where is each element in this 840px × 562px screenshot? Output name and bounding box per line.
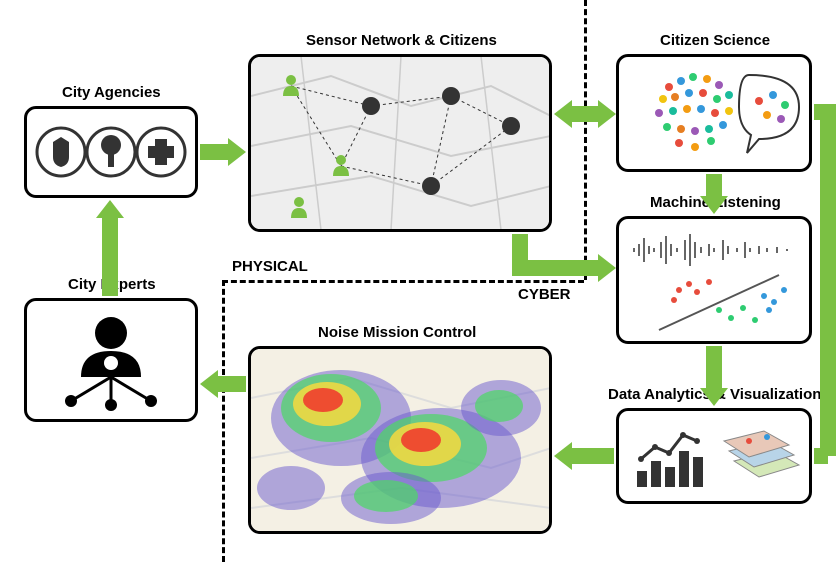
box-city-agencies bbox=[24, 106, 198, 198]
arrow-experts-to-agencies-head bbox=[96, 200, 124, 218]
arrow-sensor-to-ml-head bbox=[598, 254, 616, 282]
arrow-ml-to-analytics bbox=[706, 346, 722, 390]
arrow-noise-to-experts bbox=[216, 376, 246, 392]
box-data-analytics bbox=[616, 408, 812, 504]
label-cyber: CYBER bbox=[518, 286, 571, 303]
arrow-agencies-to-sensor bbox=[200, 144, 230, 160]
arrow-noise-to-experts-head bbox=[200, 370, 218, 398]
divider-vertical-top bbox=[584, 0, 587, 280]
data-analytics-graphic bbox=[619, 411, 809, 501]
box-sensor-network bbox=[248, 54, 552, 232]
box-machine-listening bbox=[616, 216, 812, 344]
arrow-citizen-to-analytics-v bbox=[820, 104, 836, 456]
box-citizen-science bbox=[616, 54, 812, 172]
city-agencies-icons bbox=[31, 117, 191, 187]
label-physical: PHYSICAL bbox=[232, 258, 308, 275]
city-experts-icon bbox=[51, 305, 171, 415]
citizen-science-graphic bbox=[619, 57, 809, 169]
arrow-sensor-to-ml-h bbox=[512, 260, 600, 276]
label-noise-mission: Noise Mission Control bbox=[318, 324, 476, 341]
divider-vertical-bottom bbox=[222, 280, 225, 562]
sensor-network-map bbox=[251, 56, 549, 230]
arrow-citizen-to-ml-head bbox=[700, 196, 728, 214]
arrow-citizen-to-analytics-h2 bbox=[814, 448, 828, 464]
arrow-experts-to-agencies bbox=[102, 216, 118, 296]
noise-heatmap bbox=[251, 348, 549, 532]
box-noise-mission bbox=[248, 346, 552, 534]
arrow-sensor-citizen-right-head bbox=[598, 100, 616, 128]
arrow-ml-to-analytics-head bbox=[700, 388, 728, 406]
label-city-agencies: City Agencies bbox=[62, 84, 161, 101]
arrow-citizen-to-ml bbox=[706, 174, 722, 198]
arrow-analytics-to-noise bbox=[570, 448, 614, 464]
box-city-experts bbox=[24, 298, 198, 422]
arrow-analytics-to-noise-head bbox=[554, 442, 572, 470]
label-sensor-network: Sensor Network & Citizens bbox=[306, 32, 497, 49]
arrow-sensor-citizen bbox=[570, 106, 600, 122]
machine-listening-graphic bbox=[619, 220, 809, 340]
label-citizen-science: Citizen Science bbox=[660, 32, 770, 49]
divider-horizontal bbox=[222, 280, 584, 283]
arrow-agencies-to-sensor-head bbox=[228, 138, 246, 166]
